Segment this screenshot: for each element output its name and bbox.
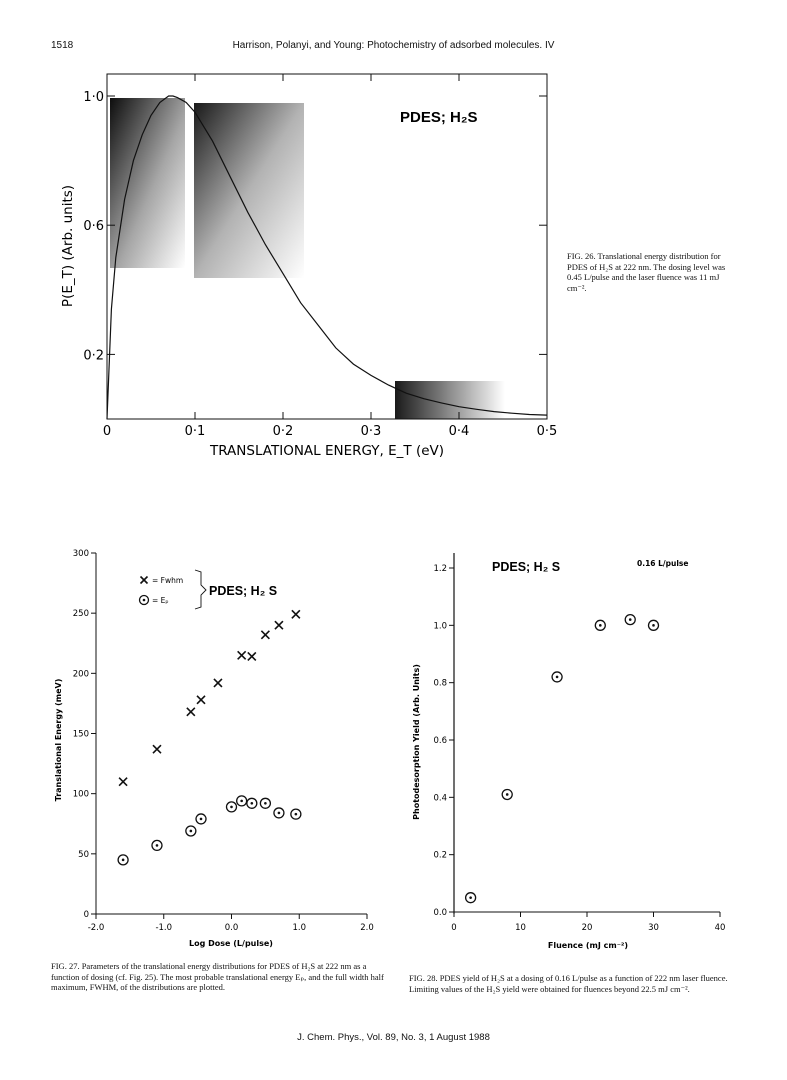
fig28-yield-point [551,671,563,683]
running-title: Harrison, Polanyi, and Young: Photochemi… [232,40,555,51]
page-number: 1518 [51,40,74,51]
fig26-y-tick-label: 0·6 [83,219,104,234]
fig26-x-tick-label: 0·4 [449,424,470,439]
fig27-y-tick-label: 0 [84,910,89,920]
fig26-y-tick-label: 0·2 [83,348,104,363]
fig27-y-tick-label: 250 [73,609,89,619]
fig27-x-axis-title: Log Dose (L/pulse) [189,939,273,948]
fig26-shade-tail [395,381,505,419]
fig26-shade-left [110,98,185,268]
fig27-x-tick-label: -1.0 [155,923,172,933]
fig28-x-tick-label: 40 [715,923,726,933]
fig28-y-tick-label: 0.2 [433,851,447,861]
fig27-fwhm-point [196,695,206,705]
fig27-x-tick-label: 1.0 [292,923,306,933]
fig28-yield-point [647,619,660,631]
fig27-fwhm-point [237,650,247,660]
fig28-y-tick-label: 0.8 [433,679,447,689]
fig27-y-tick-label: 150 [73,730,89,740]
fig26-shade-mid [194,103,304,278]
fig27-fwhm-point [247,651,257,662]
fig28-title: PDES; H₂ S [492,560,560,574]
fig26-x-tick-label: 0·3 [361,424,382,439]
fig27-ep-point [290,808,302,820]
fig27-legend: = Fwhm = Eₚ PDES; H₂ S [138,569,277,610]
fig27-x-tick-label: 2.0 [360,923,374,933]
fig27-ep-point [273,807,285,819]
fig27-fwhm-point [118,777,128,787]
fig26-y-tick-label: 1·0 [83,90,104,105]
fig26-chart: 0 0·1 0·2 0·3 0·4 0·5 0·2 0·6 1·0 PDES; H₂S TRAN… [60,73,558,459]
fig26-series-line [106,95,548,420]
fig28-y-axis-title: Photodesorption Yield (Arb. Units) [412,664,421,820]
fig27-ep-point [151,839,163,852]
fig28-x-tick-label: 0 [451,923,456,933]
fig27-ep-point [236,795,248,807]
fig28-yield-point [464,892,477,904]
fig28-yield-point [624,613,636,626]
fig27-fwhm-point [186,707,196,717]
legend-fwhm-label: = Fwhm [152,576,183,585]
fig27-fwhm-point [213,678,223,688]
fig26-plot-frame [106,73,548,420]
legend-x-marker-shape [139,575,149,585]
fig27-fwhm-point [291,609,301,619]
fig28-x-tick-label: 30 [648,923,659,933]
fig27-fwhm-point [274,620,284,630]
fig27-fwhm-point [152,744,162,754]
fig27-ep-point [185,825,197,837]
legend-group-label: PDES; H₂ S [209,584,277,598]
fig27-caption: FIG. 27. Parameters of the translational… [51,961,384,992]
fig27-y-tick-label: 50 [78,850,89,860]
fig26-caption: FIG. 26. Translational energy distributi… [567,251,726,293]
fig26-title: PDES; H₂S [400,109,478,126]
fig27-fwhm-point [260,630,270,640]
fig26-x-axis-title: TRANSLATIONAL ENERGY, E_T (eV) [209,443,444,459]
fig28-x-tick-label: 10 [515,923,526,933]
fig27-ep-point [246,797,258,809]
fig28-x-tick-label: 20 [582,923,593,933]
fig26-x-tick-label: 0 [103,424,111,439]
legend-circle-marker [138,594,150,606]
fig27-ep-point [259,797,272,809]
fig27-y-tick-label: 300 [73,549,89,559]
fig26-x-tick-label: 0·2 [273,424,294,439]
fig28-y-tick-label: 0.6 [433,736,447,746]
fig27-y-axis-title: Translational Energy (meV) [54,679,63,802]
fig28-yield-point [501,788,513,801]
fig27-ep-point [195,813,207,825]
fig27-x-tick-label: 0.0 [225,923,239,933]
fig28-caption: FIG. 28. PDES yield of H₂S at a dosing o… [409,973,728,994]
fig28-y-tick-label: 0.4 [433,793,447,803]
legend-circle-marker-shape [138,594,150,606]
fig28-x-axis-title: Fluence (mJ cm⁻²) [548,941,628,950]
fig26-y-axis-title: P(E_T) (Arb. units) [60,185,76,307]
fig27-y-tick-label: 200 [73,669,89,679]
fig28-yield-point [594,619,606,631]
fig27-ep-point [117,854,129,866]
fig28-y-tick-label: 0.0 [433,908,447,918]
fig27-x-tick-label: -2.0 [88,923,105,933]
fig26-x-tick-label: 0·1 [185,424,206,439]
fig26-x-tick-label: 0·5 [537,424,558,439]
legend-ep-label: = Eₚ [152,596,169,605]
fig27-ep-point [225,801,238,813]
fig28-annotation: 0.16 L/pulse [637,559,688,568]
journal-citation: J. Chem. Phys., Vol. 89, No. 3, 1 August… [297,1032,490,1043]
fig28-y-tick-label: 1.2 [433,564,447,574]
fig28-y-tick-label: 1.0 [433,621,447,631]
fig27-y-tick-label: 100 [73,790,89,800]
legend-x-marker [139,575,149,585]
legend-brace [194,569,207,610]
